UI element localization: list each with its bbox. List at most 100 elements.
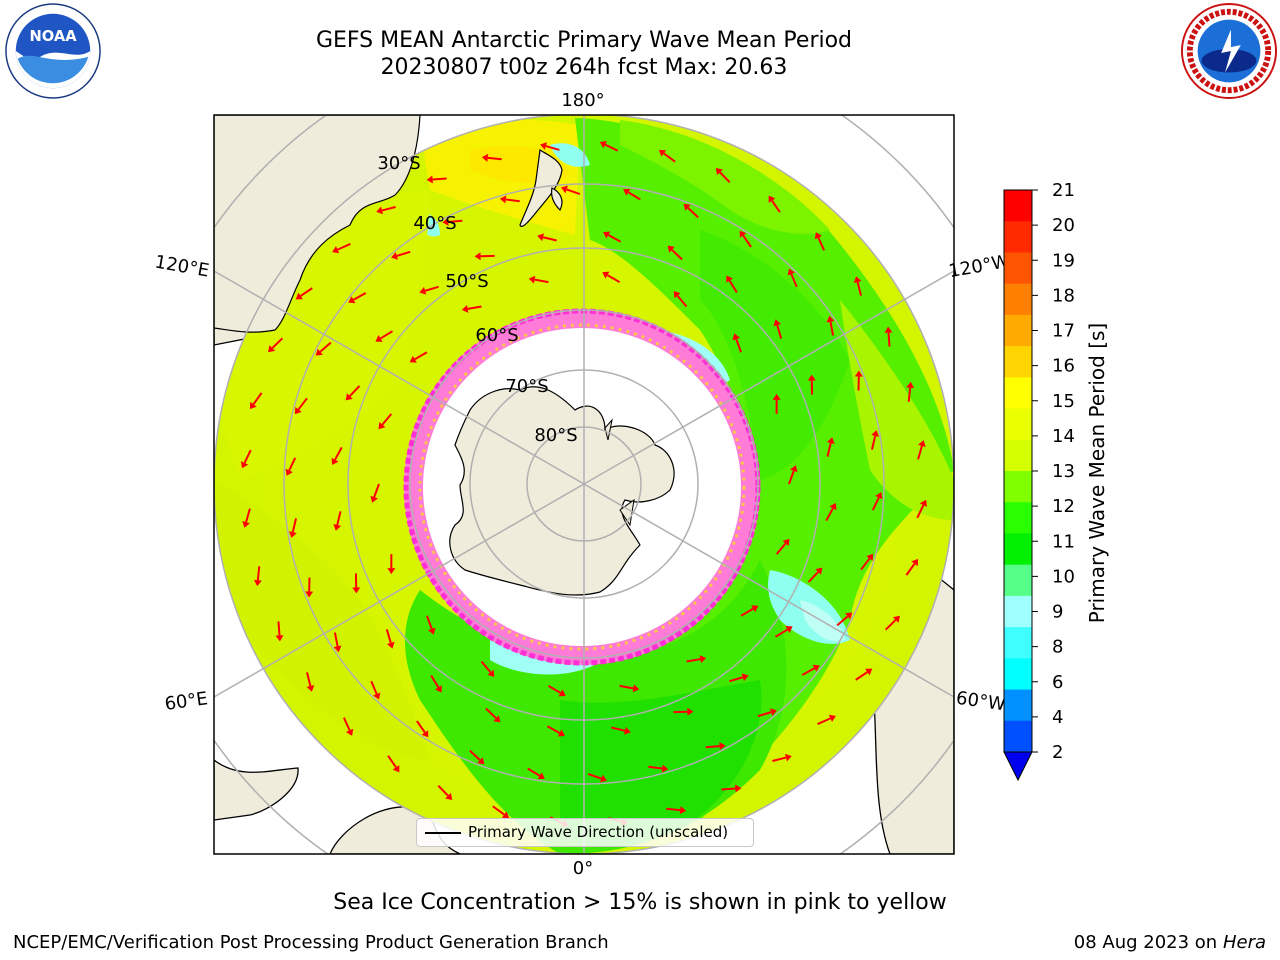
wave-direction-arrow <box>241 449 252 469</box>
colorbar-tick-label: 19 <box>1052 250 1075 271</box>
colorbar-tick-label: 15 <box>1052 391 1075 412</box>
wave-direction-arrow <box>485 707 501 723</box>
wave-direction-arrow <box>561 185 581 195</box>
wave-direction-arrow <box>416 720 429 738</box>
legend-text: Primary Wave Direction (unscaled) <box>468 823 729 841</box>
colorbar-extend-triangle <box>1003 751 1033 782</box>
wave-direction-arrow <box>871 492 883 511</box>
wave-direction-arrow <box>853 276 862 296</box>
wave-direction-arrow <box>249 392 263 410</box>
wave-direction-arrow <box>611 726 631 735</box>
colorbar-segment <box>1004 502 1032 534</box>
wave-direction-arrow <box>739 230 752 248</box>
wave-direction-arrow <box>331 446 343 465</box>
wave-direction-arrow <box>774 626 793 638</box>
wave-direction-arrow <box>599 141 619 152</box>
wave-direction-arrow <box>285 457 297 476</box>
wave-direction-arrow <box>648 764 669 773</box>
wave-direction-arrow <box>768 195 781 213</box>
wave-direction-arrow <box>807 374 816 395</box>
wave-direction-arrows <box>241 141 927 827</box>
wave-direction-arrow <box>673 707 694 716</box>
wave-direction-arrow <box>817 714 836 726</box>
colorbar-segment <box>1004 408 1032 441</box>
wave-direction-arrow <box>836 612 853 627</box>
wave-direction-arrow <box>268 337 284 353</box>
colorbar-tick-label: 16 <box>1052 356 1075 377</box>
wave-direction-arrow <box>715 168 731 184</box>
wave-direction-arrow <box>729 673 749 683</box>
wave-direction-arrow <box>426 175 447 184</box>
colorbar-segment <box>1004 439 1032 472</box>
legend-line-swatch <box>425 832 461 834</box>
wave-direction-arrow <box>740 605 759 617</box>
colorbar-segment <box>1004 283 1032 316</box>
wave-direction-arrow <box>917 440 926 460</box>
sea-ice-footnote: Sea Ice Concentration > 15% is shown in … <box>333 890 947 915</box>
colorbar: 21 20 19 18 17 16 15 14 13 12 11 10 9 8 6 4 2 <box>1003 180 1075 782</box>
colorbar-segment <box>1004 471 1032 503</box>
wave-direction-arrow <box>333 632 342 653</box>
wave-direction-arrow <box>540 142 560 151</box>
colorbar-tick-label: 14 <box>1052 426 1075 447</box>
colorbar-tick-label: 11 <box>1052 531 1075 552</box>
colorbar-label: Primary Wave Mean Period [s] <box>1085 322 1109 624</box>
wave-direction-arrow <box>623 188 641 201</box>
lat-label-30s: 30°S <box>377 153 420 174</box>
wave-direction-arrow <box>906 381 915 402</box>
wave-direction-arrow <box>860 553 874 571</box>
wave-direction-arrow <box>666 806 687 815</box>
wave-direction-arrow <box>333 511 342 531</box>
wave-direction-arrow <box>409 351 428 363</box>
colorbar-tick-label: 17 <box>1052 321 1075 342</box>
wave-direction-arrow <box>667 245 683 261</box>
colorbar-tick-label: 20 <box>1052 215 1075 236</box>
lat-label-80s: 80°S <box>534 425 577 446</box>
wave-direction-arrow <box>442 217 463 226</box>
wave-direction-arrow <box>705 742 726 751</box>
colorbar-segment <box>1004 658 1032 691</box>
wave-direction-arrow <box>348 292 367 304</box>
wave-direction-arrow <box>814 232 826 251</box>
colorbar-tick-label: 4 <box>1052 707 1063 728</box>
wave-direction-arrow <box>387 554 396 575</box>
wave-direction-arrow <box>480 660 495 677</box>
wave-direction-arrow <box>619 684 640 693</box>
wave-direction-arrow <box>801 664 820 676</box>
colorbar-segment <box>1004 252 1032 285</box>
wave-direction-arrow <box>757 708 777 718</box>
wave-direction-arrow <box>315 341 332 356</box>
wave-direction-arrow <box>499 195 520 204</box>
wave-direction-arrow <box>775 538 790 555</box>
lat-label-70s: 70°S <box>505 376 548 397</box>
wave-direction-arrow <box>658 149 676 163</box>
wave-direction-arrow <box>461 304 482 313</box>
colorbar-tick-label: 9 <box>1052 602 1063 623</box>
chart-title: GEFS MEAN Antarctic Primary Wave Mean Pe… <box>315 28 853 53</box>
lon-label-120w: 120°W <box>947 251 1011 282</box>
colorbar-tick-label: 18 <box>1052 285 1075 306</box>
wave-direction-arrow <box>807 567 823 583</box>
wave-direction-arrow <box>305 577 314 598</box>
colorbar-segment <box>1004 190 1032 222</box>
wave-direction-arrow <box>686 655 707 664</box>
wave-direction-arrow <box>547 685 566 697</box>
wave-direction-arrow <box>306 672 315 692</box>
wave-direction-arrow <box>385 629 395 649</box>
wave-direction-arrow <box>916 499 927 519</box>
wave-direction-arrow <box>527 767 545 780</box>
wave-direction-arrow <box>683 203 699 219</box>
lon-label-60e: 60°E <box>163 688 209 715</box>
wave-direction-arrow <box>773 319 783 339</box>
colorbar-segment <box>1004 720 1032 753</box>
wave-direction-arrow <box>787 268 798 288</box>
wave-direction-arrow <box>376 206 396 215</box>
colorbar-segment <box>1004 221 1032 253</box>
wave-direction-arrow <box>537 233 557 242</box>
lon-label-120e: 120°E <box>153 251 211 281</box>
colorbar-segment <box>1004 595 1032 628</box>
wave-direction-arrow <box>492 805 510 819</box>
wave-direction-arrow <box>602 271 621 283</box>
lat-label-40s: 40°S <box>413 213 456 234</box>
map-frame <box>213 114 955 855</box>
